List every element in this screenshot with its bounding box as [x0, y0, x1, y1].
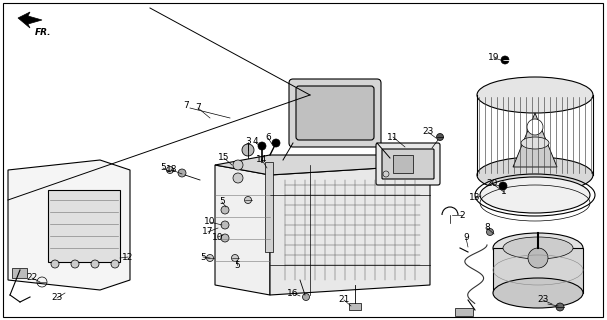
Bar — [265, 162, 273, 252]
Bar — [393, 155, 413, 173]
Ellipse shape — [480, 177, 590, 213]
Bar — [12, 268, 27, 278]
Text: 12: 12 — [123, 252, 134, 261]
Text: 13: 13 — [469, 194, 481, 203]
Text: 18: 18 — [166, 165, 178, 174]
Circle shape — [272, 139, 280, 147]
Text: 8: 8 — [484, 223, 490, 233]
Circle shape — [556, 303, 564, 311]
Text: 11: 11 — [387, 132, 399, 141]
Text: 7: 7 — [195, 103, 201, 113]
Circle shape — [221, 234, 229, 242]
Text: 23: 23 — [537, 295, 549, 305]
Text: 7: 7 — [183, 100, 189, 109]
FancyBboxPatch shape — [382, 149, 434, 179]
Circle shape — [233, 173, 243, 183]
Polygon shape — [215, 155, 430, 175]
Text: 10: 10 — [212, 233, 224, 242]
Ellipse shape — [521, 137, 549, 149]
Bar — [493, 248, 583, 293]
Circle shape — [231, 254, 239, 261]
Circle shape — [527, 119, 543, 135]
Circle shape — [221, 206, 229, 214]
Text: 5: 5 — [200, 252, 206, 261]
Text: 23: 23 — [52, 293, 63, 302]
Text: 5: 5 — [160, 164, 166, 172]
FancyBboxPatch shape — [48, 190, 120, 262]
Text: 14: 14 — [256, 156, 268, 164]
Text: FR.: FR. — [35, 28, 52, 37]
Bar — [349, 303, 361, 310]
Circle shape — [436, 133, 444, 140]
Polygon shape — [18, 12, 42, 28]
Circle shape — [206, 254, 214, 261]
Text: 9: 9 — [463, 234, 469, 243]
Text: 10: 10 — [204, 218, 215, 227]
FancyBboxPatch shape — [296, 86, 374, 140]
FancyBboxPatch shape — [376, 143, 440, 185]
Circle shape — [91, 260, 99, 268]
Text: 5: 5 — [219, 197, 225, 206]
Circle shape — [111, 260, 119, 268]
Text: 17: 17 — [202, 228, 214, 236]
Ellipse shape — [493, 278, 583, 308]
Text: 23: 23 — [422, 127, 433, 137]
Bar — [455, 308, 473, 316]
Text: 20: 20 — [486, 180, 498, 188]
Circle shape — [501, 56, 509, 64]
Text: 3: 3 — [245, 138, 251, 147]
Circle shape — [71, 260, 79, 268]
Ellipse shape — [493, 233, 583, 263]
Text: 22: 22 — [26, 274, 38, 283]
FancyBboxPatch shape — [289, 79, 381, 147]
Circle shape — [178, 169, 186, 177]
Circle shape — [528, 248, 548, 268]
Text: 1: 1 — [501, 188, 507, 196]
Ellipse shape — [503, 237, 573, 259]
Text: 6: 6 — [265, 133, 271, 142]
Circle shape — [51, 260, 59, 268]
Circle shape — [233, 160, 243, 170]
Text: 21: 21 — [338, 295, 350, 305]
Text: 15: 15 — [219, 154, 230, 163]
Text: 19: 19 — [488, 53, 500, 62]
Circle shape — [242, 144, 254, 156]
Circle shape — [499, 182, 507, 190]
Text: 16: 16 — [287, 289, 299, 298]
Circle shape — [486, 228, 493, 236]
Text: 4: 4 — [252, 138, 258, 147]
Polygon shape — [270, 165, 430, 295]
Polygon shape — [8, 160, 130, 290]
Ellipse shape — [477, 77, 593, 113]
Text: 2: 2 — [459, 211, 465, 220]
Circle shape — [166, 166, 174, 173]
Circle shape — [245, 196, 251, 204]
Circle shape — [302, 293, 310, 300]
Text: 5: 5 — [234, 260, 240, 269]
Polygon shape — [513, 113, 557, 167]
Polygon shape — [215, 165, 270, 295]
Ellipse shape — [477, 157, 593, 193]
Circle shape — [221, 221, 229, 229]
Circle shape — [258, 142, 266, 150]
